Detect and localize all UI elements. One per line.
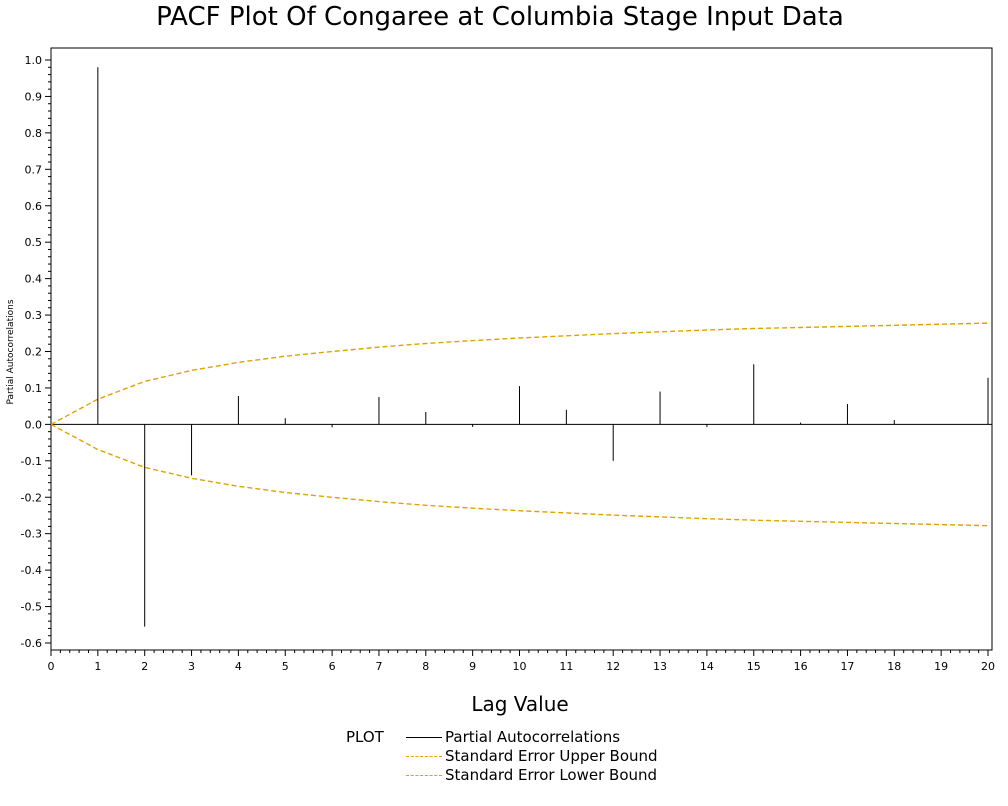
- x-tick-label: 17: [840, 660, 854, 673]
- x-tick-label: 3: [188, 660, 195, 673]
- y-tick-label: 0.8: [25, 127, 43, 140]
- x-tick-label: 7: [375, 660, 382, 673]
- x-tick-label: 11: [559, 660, 573, 673]
- y-tick-label: 0.9: [25, 90, 43, 103]
- x-tick-label: 0: [48, 660, 55, 673]
- x-tick-label: 9: [469, 660, 476, 673]
- x-tick-label: 14: [700, 660, 714, 673]
- x-tick-label: 15: [747, 660, 761, 673]
- lower-bound-line: [50, 423, 989, 527]
- legend-label-lower: Standard Error Lower Bound: [445, 766, 658, 784]
- y-tick-label: 0.4: [25, 273, 43, 286]
- y-tick-label: -0.6: [21, 637, 42, 650]
- x-tick-label: 5: [282, 660, 289, 673]
- y-tick-label: 0.6: [25, 200, 43, 213]
- y-tick-label: 0.5: [25, 236, 43, 249]
- legend-swatch-lower: [406, 775, 442, 776]
- x-tick-label: 20: [981, 660, 995, 673]
- upper-bound-line: [50, 322, 989, 426]
- x-tick-label: 10: [513, 660, 527, 673]
- y-tick-label: -0.5: [21, 601, 42, 614]
- x-tick-label: 12: [606, 660, 620, 673]
- x-tick-label: 16: [794, 660, 808, 673]
- x-tick-label: 4: [235, 660, 242, 673]
- y-tick-label: -0.3: [21, 528, 42, 541]
- y-tick-label: 0.3: [25, 309, 43, 322]
- y-tick-label: 0.1: [25, 382, 43, 395]
- x-tick-label: 18: [887, 660, 901, 673]
- y-tick-label: -0.1: [21, 455, 42, 468]
- chart-title: PACF Plot Of Congaree at Columbia Stage …: [156, 2, 844, 32]
- y-tick-label: 0.0: [25, 418, 43, 431]
- x-tick-label: 2: [141, 660, 148, 673]
- x-tick-label: 19: [934, 660, 948, 673]
- y-tick-label: -0.2: [21, 491, 42, 504]
- y-axis-label: Partial Autocorrelations: [6, 299, 16, 404]
- legend-label-pacf: Partial Autocorrelations: [445, 728, 621, 746]
- plot-frame: [50, 47, 993, 651]
- y-tick-label: 0.2: [25, 346, 43, 359]
- y-tick-label: -0.4: [21, 564, 42, 577]
- x-tick-label: 1: [94, 660, 101, 673]
- x-axis-label: Lag Value: [471, 692, 568, 716]
- legend-swatch-pacf: [406, 737, 442, 738]
- x-tick-label: 13: [653, 660, 667, 673]
- y-tick-label: 1.0: [25, 54, 43, 67]
- y-tick-label: 0.7: [25, 163, 43, 176]
- x-tick-label: 6: [329, 660, 336, 673]
- legend-title: PLOT: [346, 728, 384, 746]
- x-tick-label: 8: [422, 660, 429, 673]
- legend-label-upper: Standard Error Upper Bound: [445, 747, 658, 765]
- legend-swatch-upper: [406, 756, 442, 757]
